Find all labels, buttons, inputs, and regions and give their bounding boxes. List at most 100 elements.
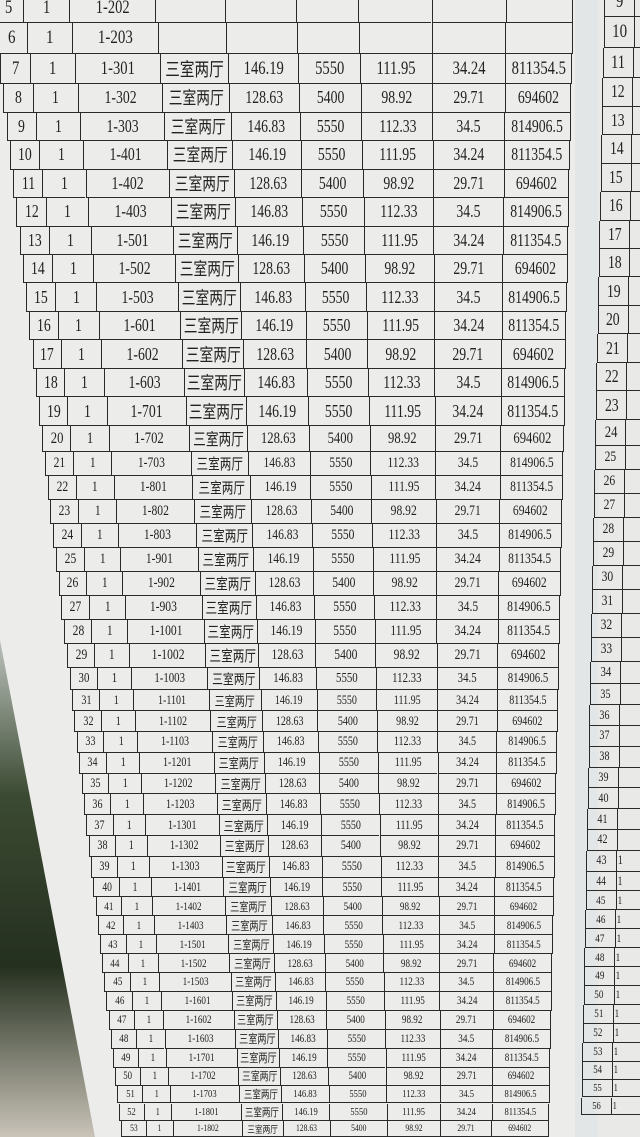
area-cell xyxy=(226,23,298,54)
row-number-cell: 35 xyxy=(81,773,108,795)
total-price-cell: 694602 xyxy=(501,340,566,369)
building-text: 1 xyxy=(614,1045,619,1059)
unit-number-text: 1-1301 xyxy=(167,817,197,832)
building-text: 1 xyxy=(616,912,622,926)
row-number-text: 7 xyxy=(11,57,20,79)
building-text: 1 xyxy=(130,859,136,874)
layout-cell: 三室两厅 xyxy=(173,226,237,255)
unit-price-text: 5550 xyxy=(322,286,350,307)
area-a-cell: 98.92 xyxy=(375,644,437,668)
area-b-cell: 34.5 xyxy=(439,973,494,992)
row-number-cell: 29 xyxy=(66,644,94,668)
unit-number-cell: 1-1001 xyxy=(126,620,204,644)
unit-number-text: 1-502 xyxy=(118,258,151,279)
row-number-cell: 50 xyxy=(115,1067,140,1086)
row-number-text: 50 xyxy=(594,988,604,1002)
building-text: 1 xyxy=(49,57,57,79)
unit-price-text: 5550 xyxy=(342,879,362,894)
area-text: 146.83 xyxy=(257,372,296,393)
unit-number-text: 1-1701 xyxy=(188,1051,215,1065)
area-b-cell: 34.24 xyxy=(436,620,498,644)
building-text: 1 xyxy=(87,428,94,447)
row-number-cell: 25 xyxy=(594,446,625,470)
row-number-text: 52 xyxy=(127,1105,137,1118)
unit-price-text: 5400 xyxy=(343,899,362,913)
area-a-cell: 111.95 xyxy=(376,690,437,712)
unit-price-cell: 5550 xyxy=(318,752,378,774)
row-number-text: 46 xyxy=(596,912,606,926)
area-cell: 146.19 xyxy=(276,991,326,1011)
unit-number-text: 1-903 xyxy=(150,599,178,615)
building-cell xyxy=(620,662,640,685)
building-cell: 1 xyxy=(613,1004,640,1024)
area-text: 146.19 xyxy=(248,144,286,165)
building-text: 1 xyxy=(613,1082,618,1095)
row-number-text: 50 xyxy=(123,1070,133,1083)
area-cell: 146.19 xyxy=(273,935,325,955)
building-cell xyxy=(628,249,640,278)
building-cell: 1 xyxy=(83,548,121,572)
total-price-cell: 694602 xyxy=(502,255,568,284)
layout-text: 三室两厅 xyxy=(185,344,241,365)
area-b-text: 34.24 xyxy=(452,57,486,79)
building-cell: 1 xyxy=(86,572,123,596)
unit-number-text: 1-901 xyxy=(146,551,174,567)
layout-cell: 三室两厅 xyxy=(160,54,228,85)
row-number-cell: 29 xyxy=(592,542,623,566)
layout-text: 三室两厅 xyxy=(215,694,256,709)
area-b-text: 34.5 xyxy=(458,796,476,811)
unit-price-cell: 5550 xyxy=(321,856,381,878)
layout-cell: 三室两厅 xyxy=(218,815,267,836)
area-b-text: 34.5 xyxy=(456,286,481,307)
unit-number-cell: 1-1002 xyxy=(129,644,206,668)
layout-cell: 三室两厅 xyxy=(238,1067,280,1086)
area-a-cell: 112.33 xyxy=(370,452,436,476)
row-number-text: 15 xyxy=(609,166,623,187)
area-text: 128.63 xyxy=(268,575,301,591)
row-number-cell: 18 xyxy=(598,249,629,278)
row-number-cell: 12 xyxy=(602,78,633,107)
layout-text: 三室两厅 xyxy=(172,145,228,166)
building-cell xyxy=(623,494,640,518)
layout-cell: 三室两厅 xyxy=(242,1121,283,1137)
unit-number-text: 1-402 xyxy=(111,172,144,193)
row-number-cell: 22 xyxy=(596,362,627,392)
row-number-cell: 45 xyxy=(585,891,616,911)
layout-cell: 三室两厅 xyxy=(220,836,269,857)
layout-text: 三室两厅 xyxy=(237,1014,275,1028)
row-number-cell: 47 xyxy=(584,929,615,949)
area-a-text: 111.95 xyxy=(402,1105,426,1118)
building-cell xyxy=(618,746,640,768)
total-price-text: 811354.5 xyxy=(511,144,563,165)
row-number-cell: 51 xyxy=(583,1004,614,1024)
total-price-text: 814906.5 xyxy=(506,796,545,811)
area-b-cell: 34.5 xyxy=(440,1085,492,1104)
area-a-text: 98.92 xyxy=(396,713,419,728)
total-price-cell: 811354.5 xyxy=(491,1103,550,1122)
area-a-text: 98.92 xyxy=(382,172,414,193)
unit-price-text: 5400 xyxy=(316,87,345,108)
area-b-text: 29.71 xyxy=(456,899,478,913)
unit-price-cell: 5550 xyxy=(327,1048,386,1068)
area-a-text: 98.92 xyxy=(392,575,419,591)
unit-number-text: 1-1203 xyxy=(166,796,195,811)
total-price-cell: 811354.5 xyxy=(500,397,565,426)
area-a-text: 98.92 xyxy=(402,1013,423,1027)
area-cell: 128.63 xyxy=(277,1010,327,1030)
total-price-text: 694602 xyxy=(508,1013,536,1027)
row-number-text: 49 xyxy=(121,1051,131,1065)
building-text: 1 xyxy=(617,873,623,888)
unit-price-cell: 5550 xyxy=(307,368,369,398)
area-a-text: 98.92 xyxy=(390,503,418,519)
total-price-text: 814906.5 xyxy=(505,859,544,874)
row-number-cell: 18 xyxy=(35,368,65,398)
area-text: 128.63 xyxy=(278,775,307,790)
row-number-cell: 5 xyxy=(0,0,24,23)
row-number-cell: 48 xyxy=(110,1029,136,1049)
building-text: 1 xyxy=(55,115,63,136)
unit-price-cell: 5550 xyxy=(302,198,364,227)
area-b-cell: 34.24 xyxy=(437,690,497,712)
area-b-cell: 34.24 xyxy=(437,752,497,774)
row-number-text: 47 xyxy=(595,931,605,945)
layout-cell: 三室两厅 xyxy=(212,732,263,753)
